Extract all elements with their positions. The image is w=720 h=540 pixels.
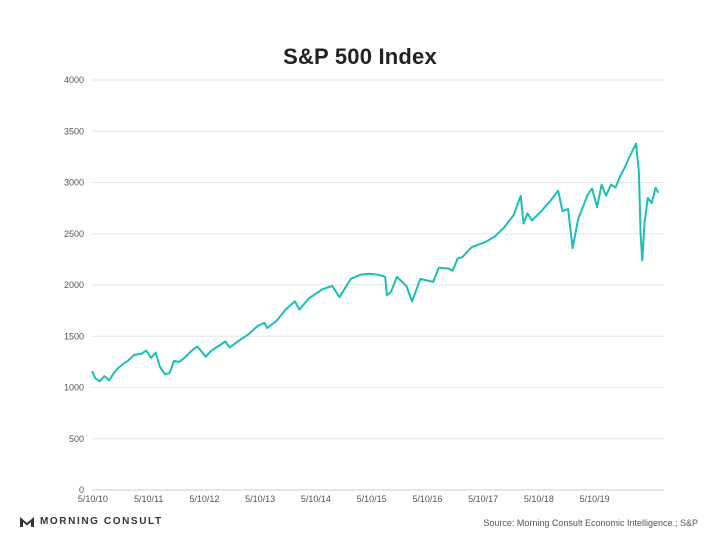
x-tick-label: 5/10/16 (412, 494, 442, 504)
y-tick-label: 2500 (64, 229, 84, 239)
y-tick-label: 500 (69, 434, 84, 444)
y-tick-label: 0 (79, 485, 84, 495)
series-line-0 (91, 142, 660, 383)
x-tick-label: 5/10/19 (580, 494, 610, 504)
x-tick-label: 5/10/13 (245, 494, 275, 504)
x-tick-label: 5/10/14 (301, 494, 331, 504)
x-tick-label: 5/10/10 (78, 494, 108, 504)
x-tick-label: 5/10/18 (524, 494, 554, 504)
x-tick-label: 5/10/12 (189, 494, 219, 504)
series-layer (91, 142, 660, 383)
x-tick-label: 5/10/17 (468, 494, 498, 504)
source-note: Source: Morning Consult Economic Intelli… (483, 518, 698, 528)
gridlines (92, 79, 664, 491)
y-tick-label: 3000 (64, 178, 84, 188)
x-tick-label: 5/10/11 (134, 494, 163, 504)
y-tick-label: 4000 (64, 75, 84, 85)
x-tick-label: 5/10/15 (357, 494, 387, 504)
footer: MORNING CONSULT Source: Morning Consult … (0, 506, 720, 540)
y-tick-label: 1000 (64, 383, 84, 393)
y-tick-label: 2000 (64, 280, 84, 290)
morning-consult-logo-icon (20, 516, 34, 527)
y-tick-label: 3500 (64, 126, 84, 136)
y-tick-label: 1500 (64, 331, 84, 341)
x-axis-ticks: 5/10/10 5/10/11 5/10/12 5/10/13 5/10/14 5/10/… (78, 494, 610, 504)
brand-name: MORNING CONSULT (40, 516, 163, 527)
y-axis-ticks: 0 500 1000 1500 2000 2500 3000 3500 4000 (64, 75, 84, 495)
chart-title: S&P 500 Index (283, 44, 437, 69)
brand: MORNING CONSULT (20, 516, 163, 527)
line-chart: 0 500 1000 1500 2000 2500 3000 3500 4000 5/10/10… (64, 75, 664, 504)
